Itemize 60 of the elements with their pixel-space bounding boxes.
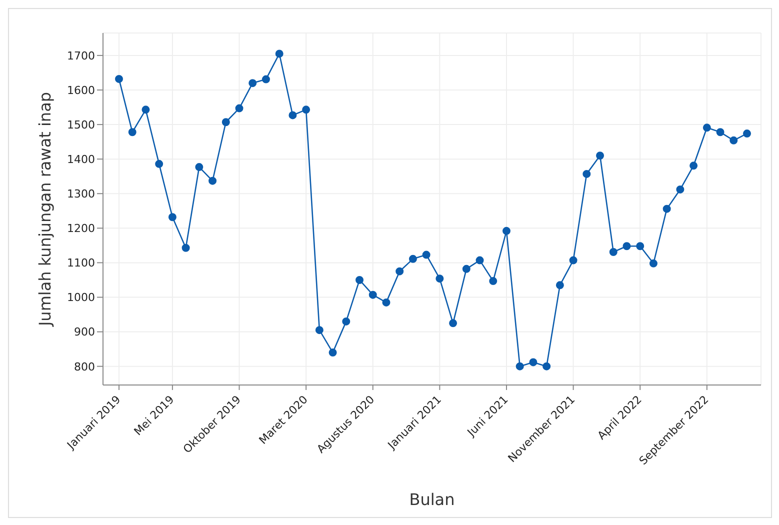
y-tick-label: 1700 [67,49,95,62]
point [649,259,658,268]
point [382,298,390,306]
point [182,244,190,252]
y-tick-label: 1400 [67,152,95,166]
point [195,163,204,172]
point [582,170,591,178]
point [730,136,738,144]
point [569,256,578,264]
point [676,185,684,194]
point [235,104,244,112]
point [155,160,164,168]
point [142,106,150,114]
point [596,152,604,160]
y-axis-title: Jumlah kunjungan rawat inap [36,92,55,328]
point [288,111,297,120]
point [342,317,350,326]
point [302,106,310,114]
y-tick-label: 1600 [67,84,95,97]
y-tick-label: 900 [74,326,95,339]
y-tick-label: 1200 [67,222,95,236]
point [502,226,510,235]
y-tick-label: 1100 [67,256,95,270]
point [636,242,644,250]
point [462,264,470,273]
point [743,130,751,138]
point [315,326,324,334]
point [396,267,404,276]
point [368,290,377,299]
point [529,358,538,366]
point [449,319,458,328]
y-tick-label: 800 [74,360,95,374]
y-tick-label: 1500 [67,118,95,132]
point [716,128,724,136]
point [556,281,564,290]
point [275,50,284,58]
y-tick-label: 1000 [67,291,95,304]
point [476,256,484,264]
point [168,213,176,222]
point [262,75,270,84]
point [208,176,217,185]
point [622,242,631,250]
point [115,74,123,83]
point [702,124,711,132]
point [662,204,671,213]
point [422,250,430,259]
y-tick-label: 1300 [67,188,95,201]
point [609,248,618,256]
point [356,276,364,284]
point [328,348,337,357]
point [690,162,698,170]
point [248,79,257,88]
point [542,362,551,370]
point [436,274,444,283]
point [408,254,417,263]
point [516,362,524,370]
point [489,277,498,286]
point [128,128,136,136]
x-axis-title: Bulan [409,490,455,509]
point [222,118,230,126]
